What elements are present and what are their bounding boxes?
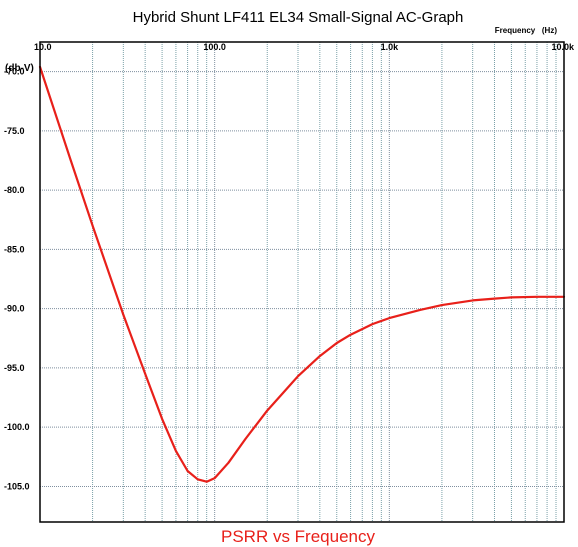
x-tick-label: 10.0k [551, 42, 575, 52]
data-point [186, 470, 189, 472]
data-point [205, 480, 208, 483]
data-point [283, 390, 286, 393]
chart-caption: PSRR vs Frequency [221, 527, 375, 546]
y-axis-label: (db-V) [5, 63, 34, 74]
plot-frame [39, 41, 565, 523]
y-tick-label: -80.0 [4, 185, 25, 195]
data-point [91, 224, 94, 227]
chart-title: Hybrid Shunt LF411 EL34 Small-Signal AC-… [133, 9, 464, 26]
y-tick-label: -70.0 [4, 67, 25, 77]
y-tick-label: -85.0 [4, 244, 25, 254]
x-tick-label: 1.0k [381, 42, 400, 52]
data-point [227, 461, 230, 464]
y-tick-labels: -70.0 -75.0 -80.0 -85.0 -90.0 -95.0 -100.0 -105… [4, 67, 30, 492]
y-tick-label: -75.0 [4, 126, 25, 136]
data-point [122, 313, 125, 316]
x-tick-labels: 10.0 100.0 1.0k 10.0k [34, 42, 575, 52]
y-tick-label: -95.0 [4, 363, 25, 373]
y-tick-label: -100.0 [4, 422, 30, 432]
data-point [335, 342, 338, 344]
data-point [196, 478, 199, 481]
y-tick-label: -105.0 [4, 481, 30, 491]
x-tick-label: 10.0 [34, 42, 52, 52]
data-point [297, 375, 299, 378]
psrr-curve [38, 65, 566, 483]
data-point [441, 304, 443, 306]
data-point [349, 333, 352, 336]
data-point [266, 409, 269, 412]
data-point [318, 355, 321, 357]
data-point [471, 299, 474, 302]
x-axis-label: Frequency (Hz) [495, 26, 558, 35]
grid-lines [40, 42, 564, 522]
y-tick-label: -90.0 [4, 304, 25, 314]
data-point [144, 373, 147, 375]
data-point [213, 477, 216, 479]
data-point [69, 159, 72, 162]
data-point [493, 297, 496, 300]
data-point [161, 418, 164, 420]
x-tick-label: 100.0 [203, 42, 226, 52]
data-series [38, 65, 566, 483]
data-point [536, 295, 538, 298]
data-point [371, 323, 374, 325]
data-point [388, 317, 391, 319]
data-point [244, 438, 247, 440]
data-point [510, 296, 513, 299]
data-point [175, 450, 177, 452]
data-point [419, 309, 421, 311]
